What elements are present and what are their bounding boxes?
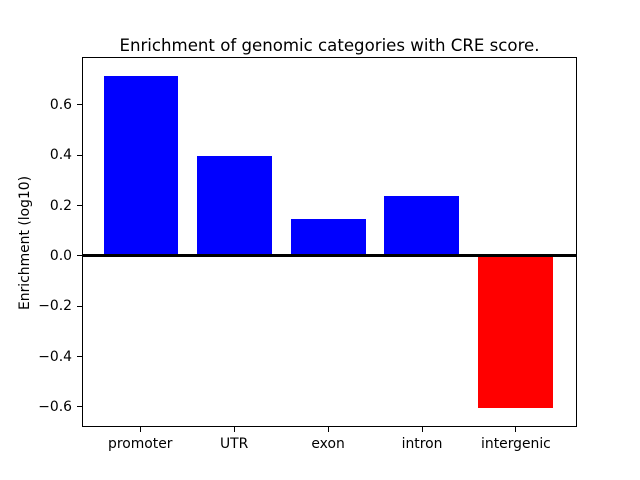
- plot-area: [82, 57, 577, 427]
- y-tick-mark: [77, 154, 82, 156]
- y-tick-mark: [77, 255, 82, 257]
- x-tick-mark: [233, 427, 235, 432]
- bars: [83, 58, 576, 426]
- y-tick-label: 0.6: [49, 96, 72, 113]
- y-tick-label: −0.4: [38, 348, 72, 365]
- y-tick-label: 0.4: [49, 147, 72, 164]
- x-axis: promoter UTR exon intron intergenic: [82, 427, 577, 467]
- x-tick-label-promoter: promoter: [108, 436, 173, 452]
- y-tick-label: 0.2: [49, 197, 72, 214]
- y-tick-mark: [77, 205, 82, 206]
- bar-UTR: [197, 155, 272, 256]
- y-tick-mark: [77, 356, 82, 358]
- bar-intron: [384, 195, 460, 256]
- zero-line: [83, 254, 576, 258]
- y-tick-label: −0.2: [38, 298, 72, 315]
- x-tick-label-intergenic: intergenic: [481, 436, 551, 452]
- x-tick-mark: [327, 427, 329, 432]
- x-tick-label-UTR: UTR: [220, 436, 249, 452]
- chart-title: Enrichment of genomic categories with CR…: [119, 36, 540, 55]
- x-tick-mark: [515, 427, 517, 432]
- y-tick-mark: [77, 305, 82, 307]
- x-tick-label-exon: exon: [311, 436, 345, 452]
- y-axis: 0.6 0.4 0.2 0.0 −0.2 −0.4 −0.6: [0, 57, 82, 427]
- y-tick-mark: [77, 104, 82, 106]
- y-tick-mark: [77, 406, 82, 408]
- bar-intergenic: [477, 255, 553, 409]
- x-tick-label-intron: intron: [401, 436, 443, 452]
- x-tick-mark: [139, 427, 141, 432]
- bar-promoter: [103, 75, 179, 256]
- x-tick-mark: [421, 427, 423, 432]
- y-tick-label: 0.0: [49, 247, 72, 264]
- bar-exon: [290, 219, 366, 256]
- y-tick-label: −0.6: [38, 398, 72, 415]
